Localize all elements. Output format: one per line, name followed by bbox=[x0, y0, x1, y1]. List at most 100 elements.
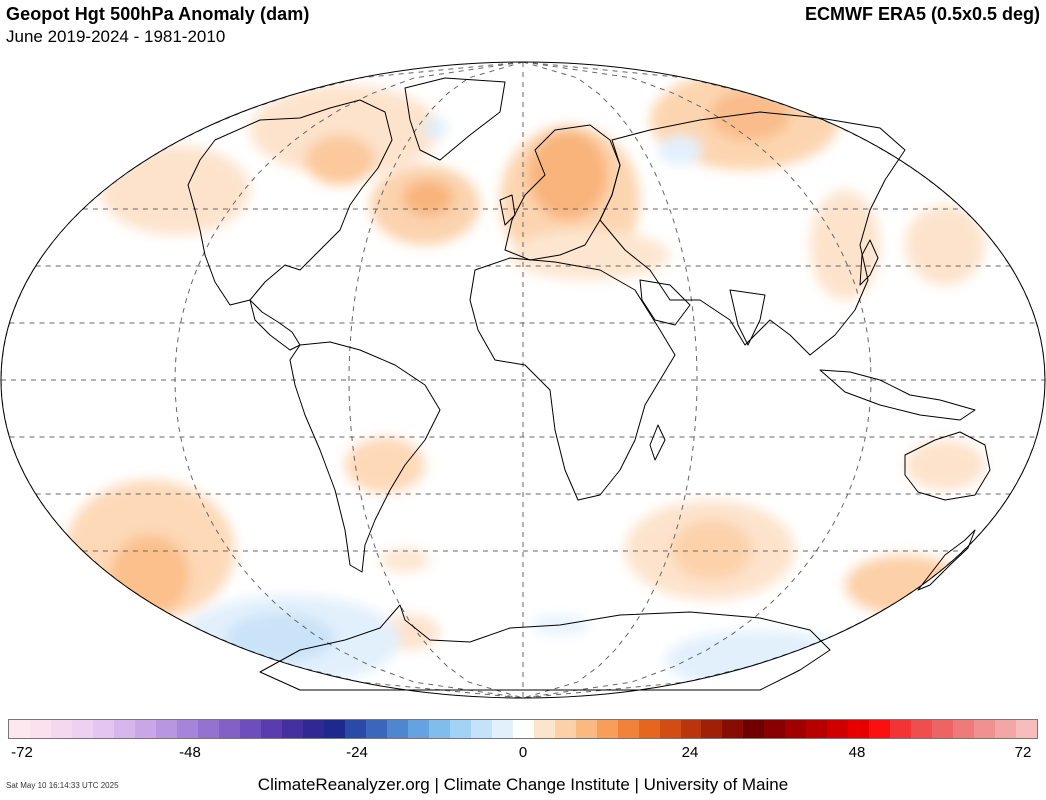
longitude-line bbox=[174, 62, 524, 698]
color-scale-segment bbox=[932, 720, 954, 738]
map-border bbox=[0, 61, 1046, 699]
color-scale-segment bbox=[428, 720, 450, 738]
color-scale-segment bbox=[533, 720, 555, 738]
color-scale-segment bbox=[218, 720, 240, 738]
africa-outline bbox=[469, 257, 676, 501]
australia-outline bbox=[904, 431, 991, 501]
color-scale-segment bbox=[512, 720, 534, 738]
color-scale-segment bbox=[911, 720, 933, 738]
new-zealand-outline bbox=[917, 529, 976, 591]
positive-anomaly-tasman bbox=[845, 555, 965, 615]
map-title: Geopot Hgt 500hPa Anomaly (dam) bbox=[6, 4, 310, 24]
longitude-line bbox=[348, 62, 524, 698]
color-scale-segment bbox=[596, 720, 618, 738]
color-scale-tick-label: 24 bbox=[681, 744, 699, 761]
graticule bbox=[1, 62, 1045, 698]
color-scale-segment bbox=[491, 720, 513, 738]
footer-credit: ClimateReanalyzer.org | Climate Change I… bbox=[257, 775, 789, 794]
positive-anomaly-north-pacific-east bbox=[905, 205, 985, 285]
color-scale-bar bbox=[8, 719, 1038, 739]
color-scale-segment bbox=[848, 720, 870, 738]
color-scale-segment bbox=[176, 720, 198, 738]
indonesia-outline bbox=[819, 369, 976, 421]
positive-anomaly-south-atlantic bbox=[380, 548, 430, 572]
color-scale-segment bbox=[281, 720, 303, 738]
color-scale-segment bbox=[29, 720, 51, 738]
color-scale-segment bbox=[659, 720, 681, 738]
color-scale-segment bbox=[575, 720, 597, 738]
color-scale-segment bbox=[323, 720, 345, 738]
positive-anomaly-indian-ocean-core bbox=[672, 520, 752, 580]
color-scale-segment bbox=[302, 720, 324, 738]
positive-anomaly-north-atlantic-core bbox=[403, 180, 453, 216]
positive-anomaly-east-asia bbox=[810, 190, 880, 300]
color-scale-tick-label: -24 bbox=[346, 744, 368, 761]
color-scale-segment bbox=[344, 720, 366, 738]
color-scale-segment bbox=[386, 720, 408, 738]
color-scale-segment bbox=[155, 720, 177, 738]
british-isles-outline bbox=[499, 194, 516, 226]
color-scale-segment bbox=[680, 720, 702, 738]
color-scale-segment bbox=[470, 720, 492, 738]
color-scale-segment bbox=[365, 720, 387, 738]
color-scale-segment bbox=[1016, 720, 1038, 738]
continent-outlines bbox=[187, 77, 991, 691]
color-scale-segment bbox=[239, 720, 261, 738]
antarctica-outline bbox=[259, 604, 831, 691]
color-scale-segment bbox=[890, 720, 912, 738]
color-scale-segment bbox=[974, 720, 996, 738]
color-scale-segment bbox=[260, 720, 282, 738]
longitude-line bbox=[522, 62, 872, 698]
color-scale-tick-label: 0 bbox=[518, 744, 528, 761]
arabia-outline bbox=[639, 279, 691, 326]
color-scale-segment bbox=[113, 720, 135, 738]
positive-anomaly-north-pacific-west bbox=[100, 145, 250, 235]
color-scale-segment bbox=[407, 720, 429, 738]
color-scale-segment bbox=[50, 720, 72, 738]
color-scale-tick-label: 72 bbox=[1014, 744, 1032, 761]
india-outline bbox=[729, 289, 766, 346]
color-scale-segment bbox=[995, 720, 1017, 738]
color-scale-segment bbox=[785, 720, 807, 738]
positive-anomaly-south-america bbox=[345, 437, 425, 493]
color-scale-segment bbox=[869, 720, 891, 738]
north-america-outline bbox=[187, 99, 393, 306]
positive-anomaly-canada bbox=[250, 85, 440, 175]
negative-anomaly-greenland bbox=[423, 118, 447, 138]
negative-anomaly-amundsen-core bbox=[225, 613, 335, 663]
color-scale-segment bbox=[92, 720, 114, 738]
map-subtitle: June 2019-2024 - 1981-2010 bbox=[6, 27, 226, 46]
data-source-label: ECMWF ERA5 (0.5x0.5 deg) bbox=[804, 4, 1040, 24]
asia-outline bbox=[599, 111, 906, 356]
color-scale-segment bbox=[764, 720, 786, 738]
color-scale-segment bbox=[617, 720, 639, 738]
color-scale-segment bbox=[134, 720, 156, 738]
color-scale-segment bbox=[638, 720, 660, 738]
positive-anomaly-siberia-core bbox=[710, 90, 790, 140]
color-scale-segment bbox=[701, 720, 723, 738]
color-scale-segment bbox=[9, 720, 30, 738]
positive-anomaly-mediterranean bbox=[510, 230, 670, 280]
europe-outline bbox=[504, 124, 621, 261]
color-scale-segment bbox=[71, 720, 93, 738]
greenland-outline bbox=[404, 77, 506, 161]
positive-anomaly-hudson bbox=[305, 135, 375, 185]
color-scale-segment bbox=[743, 720, 765, 738]
japan-outline bbox=[859, 239, 879, 286]
color-scale-segment bbox=[554, 720, 576, 738]
color-scale-tick-label: -48 bbox=[179, 744, 201, 761]
positive-anomaly-europe-core bbox=[528, 130, 608, 220]
color-scale-tick-label: 48 bbox=[848, 744, 866, 761]
color-scale-segment bbox=[197, 720, 219, 738]
color-scale-segment bbox=[449, 720, 471, 738]
positive-anomaly-australia bbox=[905, 440, 985, 490]
color-scale-segment bbox=[806, 720, 828, 738]
color-scale-segment bbox=[827, 720, 849, 738]
madagascar-outline bbox=[649, 424, 666, 461]
longitude-line bbox=[522, 62, 698, 698]
south-america-outline bbox=[289, 341, 441, 573]
render-timestamp: Sat May 10 16:14:33 UTC 2025 bbox=[6, 781, 119, 790]
world-anomaly-map bbox=[0, 61, 1046, 699]
color-scale-segment bbox=[722, 720, 744, 738]
color-scale-tick-label: -72 bbox=[11, 744, 33, 761]
